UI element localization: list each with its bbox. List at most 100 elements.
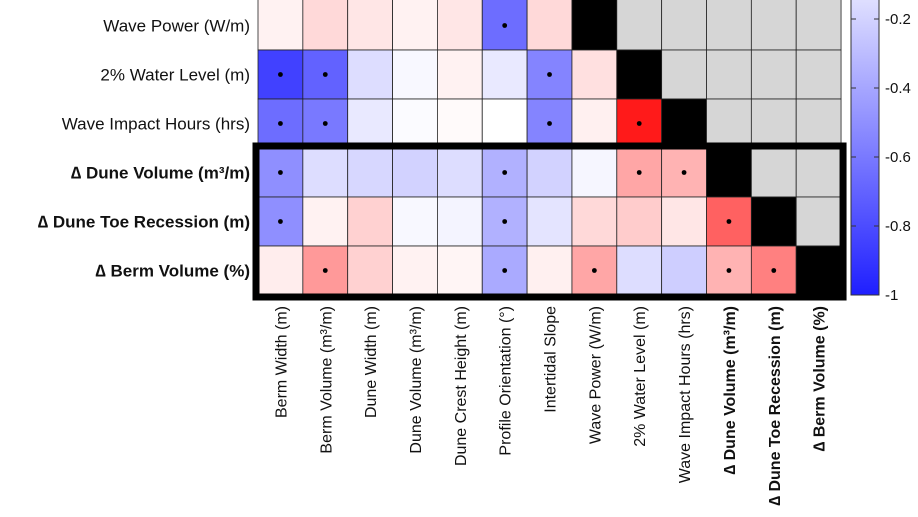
heatmap-cell	[392, 49, 438, 100]
heatmap-cell	[661, 196, 707, 247]
heatmap-cell	[795, 49, 842, 100]
column-label: Wave Impact Hours (hrs)	[677, 306, 694, 483]
row-label: ∆ Berm Volume (%)	[95, 262, 250, 281]
heatmap-cell	[795, 245, 842, 296]
significance-dot	[547, 72, 552, 77]
heatmap-cell	[436, 0, 483, 51]
significance-dot	[636, 121, 642, 126]
row-label: 2% Water Level (m)	[100, 66, 250, 85]
heatmap-cell	[661, 98, 707, 149]
row-label: Wave Power (W/m)	[103, 17, 250, 36]
heatmap-cell	[392, 196, 438, 247]
heatmap-cell	[616, 49, 663, 100]
heatmap-cell	[526, 245, 573, 296]
heatmap-cell	[347, 147, 393, 198]
colorbar-ticks: -0.2 -0.4 -0.6 -0.8 -1	[851, 11, 911, 304]
heatmap-cell	[257, 0, 304, 51]
heatmap-cell	[436, 245, 483, 296]
colorbar: -0.2 -0.4 -0.6 -0.8 -1	[850, 0, 911, 304]
row-label: ∆ Dune Volume (m³/m)	[71, 164, 250, 183]
heatmap-cell	[302, 0, 349, 51]
significance-dot	[278, 121, 283, 126]
heatmap-cell	[481, 49, 528, 100]
column-label: Intertidal Slope	[543, 306, 560, 413]
heatmap-cells	[257, 0, 842, 296]
colorbar-tick-label: -0.4	[885, 80, 911, 97]
group-outline	[252, 142, 847, 301]
heatmap-cell	[661, 245, 707, 296]
heatmap-cell	[661, 0, 707, 51]
heatmap-cell	[661, 49, 707, 100]
heatmap-cell	[257, 245, 304, 296]
significance-dot	[322, 268, 328, 273]
colorbar-tick-label: -0.2	[885, 11, 911, 28]
heatmap-cell	[436, 49, 483, 100]
heatmap-cell	[750, 147, 797, 198]
significance-markers	[278, 23, 777, 273]
heatmap-cell	[302, 147, 349, 198]
heatmap-cell	[392, 147, 438, 198]
heatmap-cell	[616, 245, 663, 296]
significance-dot	[547, 121, 552, 126]
column-label: ∆ Berm Volume (%)	[812, 306, 829, 452]
colorbar-tick-label: -0.6	[885, 149, 911, 166]
significance-dot	[502, 268, 508, 273]
column-label: Berm Volume (m³/m)	[318, 306, 335, 454]
heatmap-cell	[750, 49, 797, 100]
heatmap-cell	[347, 245, 393, 296]
heatmap-cell	[526, 0, 573, 51]
heatmap-cell	[616, 196, 663, 247]
row-label: Wave Impact Hours (hrs)	[62, 115, 250, 134]
significance-dot	[726, 219, 732, 224]
heatmap-cell	[347, 98, 393, 149]
significance-dot	[278, 72, 283, 77]
heatmap-cell	[436, 196, 483, 247]
heatmap-cell	[392, 245, 438, 296]
colorbar-gradient	[850, 0, 880, 296]
heatmap-cell	[436, 98, 483, 149]
significance-dot	[771, 268, 777, 273]
colorbar-tick-label: -0.8	[885, 218, 911, 235]
heatmap-cell	[750, 98, 797, 149]
heatmap-cell	[302, 49, 349, 100]
heatmap-cell	[571, 49, 618, 100]
heatmap-cell	[347, 196, 393, 247]
heatmap-cell	[616, 0, 663, 51]
heatmap-cell	[392, 98, 438, 149]
column-label: 2% Water Level (m)	[632, 306, 649, 447]
heatmap-cell	[706, 0, 752, 51]
heatmap-cell	[347, 49, 393, 100]
heatmap-cell	[302, 196, 349, 247]
heatmap-cell	[526, 147, 573, 198]
column-label: Berm Width (m)	[273, 306, 290, 418]
heatmap-cell	[750, 0, 797, 51]
heatmap-cell	[571, 0, 618, 51]
column-label: Profile Orientation (°)	[498, 306, 515, 456]
colorbar-tick-label: -1	[885, 287, 898, 304]
heatmap-cell	[706, 98, 752, 149]
heatmap-cell	[750, 196, 797, 247]
heatmap-cell	[795, 98, 842, 149]
significance-dot	[278, 219, 283, 224]
heatmap-cell	[347, 0, 393, 51]
column-label: Dune Width (m)	[363, 306, 380, 418]
significance-dot	[591, 268, 597, 273]
response-group-box	[252, 142, 847, 301]
heatmap-cell	[795, 147, 842, 198]
significance-dot	[726, 268, 732, 273]
heatmap-cell	[571, 147, 618, 198]
row-labels: Wave Power (W/m) 2% Water Level (m) Wave I…	[38, 17, 250, 281]
column-label: Wave Power (W/m)	[587, 306, 604, 444]
heatmap-cell	[571, 98, 618, 149]
heatmap-cell	[795, 0, 842, 51]
column-label: Dune Volume (m³/m)	[408, 306, 425, 454]
significance-dot	[681, 170, 687, 175]
row-label: ∆ Dune Toe Recession (m)	[38, 213, 250, 232]
heatmap-cell	[526, 196, 573, 247]
heatmap-cell	[481, 98, 528, 149]
column-label: ∆ Dune Toe Recession (m)	[767, 306, 784, 506]
column-label: ∆ Dune Volume (m³/m)	[722, 306, 739, 475]
significance-dot	[502, 219, 508, 224]
column-labels: Berm Width (m) Berm Volume (m³/m) Dune Wid…	[273, 306, 828, 506]
heatmap-cell	[795, 196, 842, 247]
